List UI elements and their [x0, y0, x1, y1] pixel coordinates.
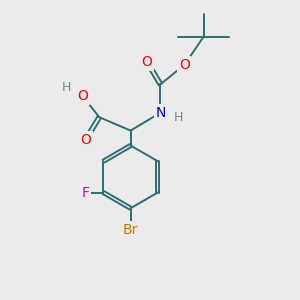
Text: H: H — [62, 81, 71, 94]
Text: H: H — [174, 111, 183, 124]
Text: O: O — [77, 89, 88, 103]
Text: O: O — [80, 133, 91, 146]
Text: O: O — [179, 58, 190, 72]
Text: F: F — [82, 186, 89, 200]
Text: N: N — [155, 106, 166, 120]
Text: Br: Br — [123, 223, 138, 237]
Text: O: O — [142, 55, 152, 69]
